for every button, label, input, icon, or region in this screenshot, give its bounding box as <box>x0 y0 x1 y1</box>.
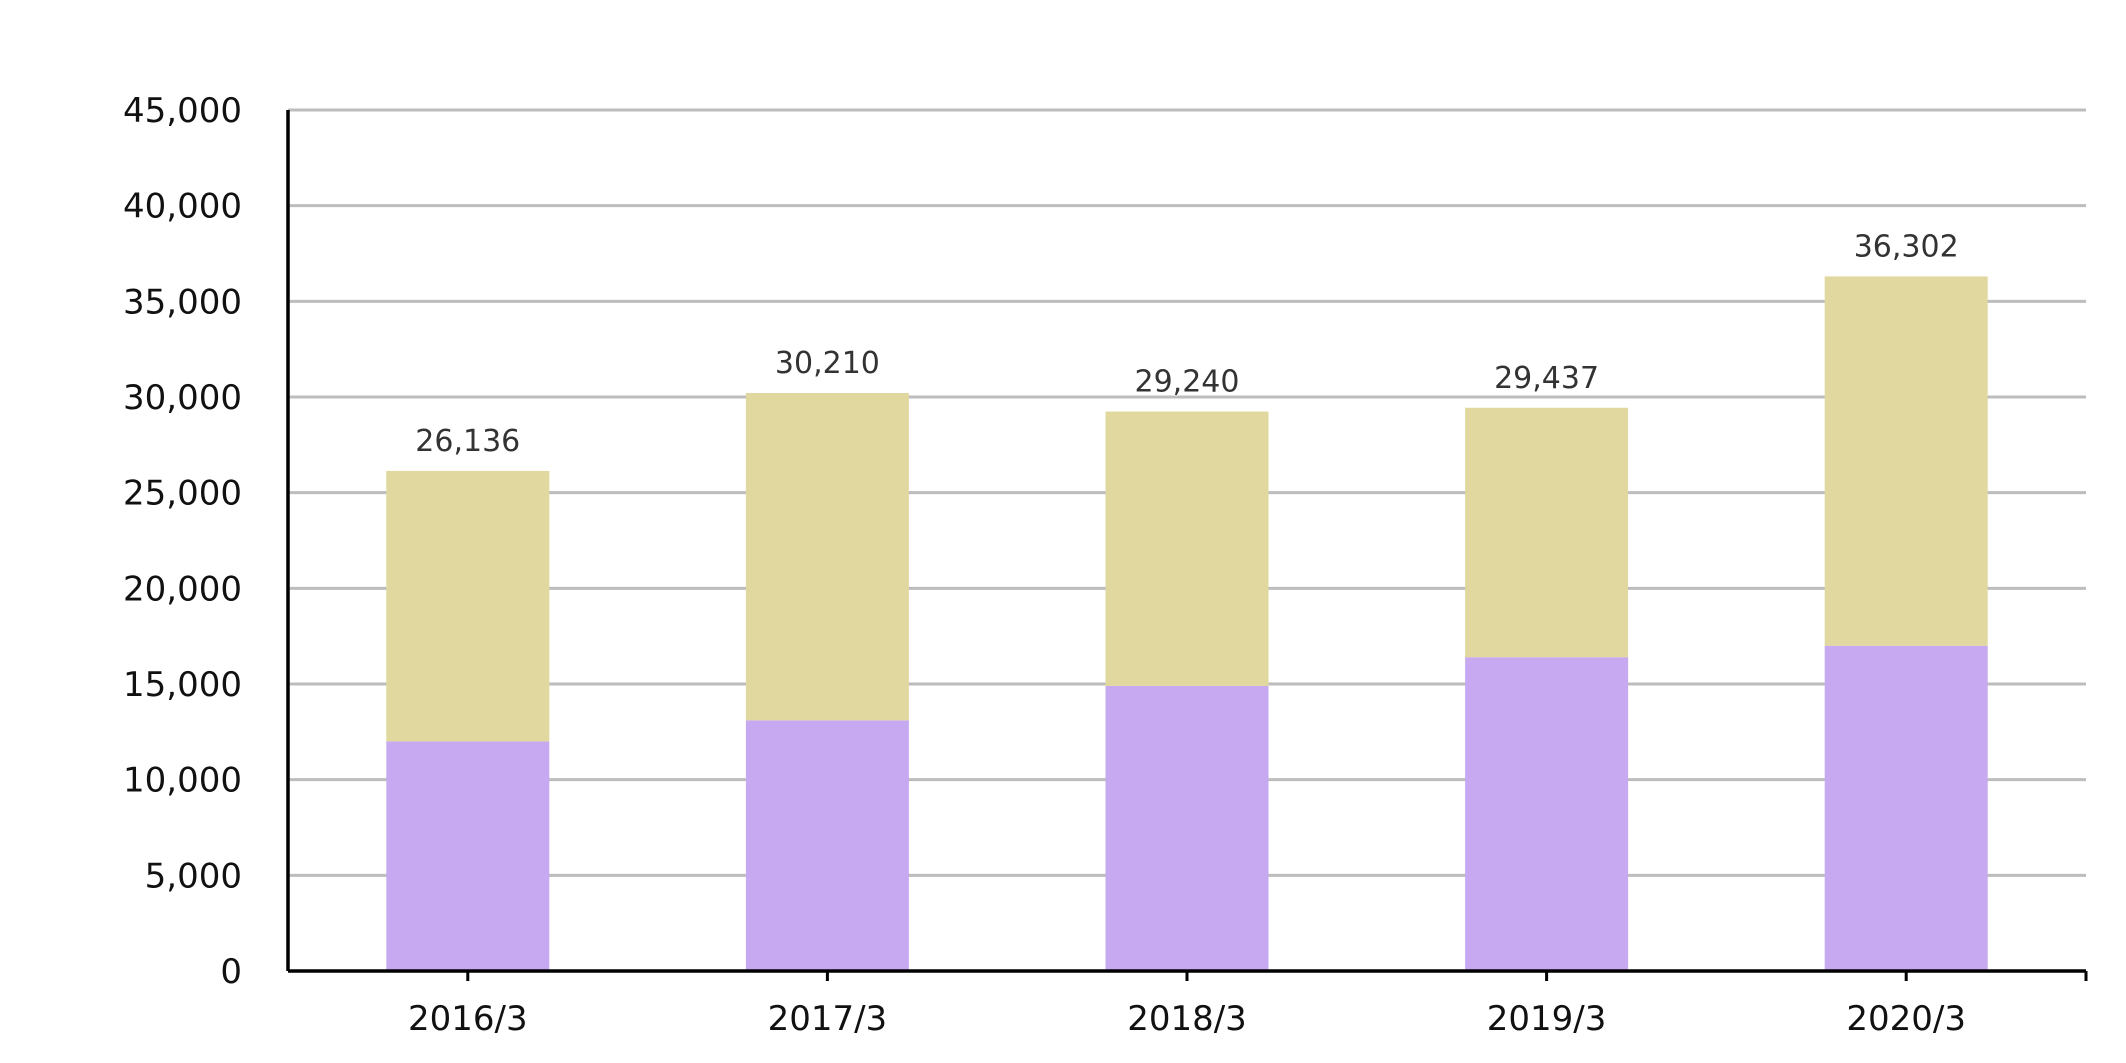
bar-total-label: 29,437 <box>1494 361 1599 396</box>
y-tick-label: 5,000 <box>145 856 242 896</box>
x-tick-label: 2017/3 <box>768 999 888 1039</box>
x-tick-label: 2016/3 <box>408 999 528 1039</box>
y-tick-label: 30,000 <box>123 378 242 418</box>
y-tick-label: 45,000 <box>123 91 242 131</box>
bar-segment-lower <box>1824 645 1988 971</box>
x-tick-label: 2020/3 <box>1846 999 1966 1039</box>
y-tick-label: 15,000 <box>123 665 242 705</box>
bar-total-label: 36,302 <box>1854 229 1959 264</box>
y-tick-label: 40,000 <box>123 187 242 227</box>
y-tick-label: 10,000 <box>123 761 242 801</box>
bar-segment-lower <box>1105 685 1269 971</box>
x-axis-tick-labels: 2016/3 2017/3 2018/3 2019/3 2020/3 <box>408 999 1966 1039</box>
y-tick-label: 35,000 <box>123 282 242 322</box>
bar-segment-upper <box>1824 276 1988 646</box>
bar-total-label: 26,136 <box>415 424 520 459</box>
y-tick-label: 0 <box>220 952 242 992</box>
bar-segment-upper <box>1105 411 1269 686</box>
axes <box>286 110 2088 981</box>
bar-segment-upper <box>745 392 909 721</box>
bar-segment-upper <box>386 470 550 742</box>
bar-total-label: 30,210 <box>775 346 880 381</box>
bar-segment-lower <box>745 720 909 971</box>
bar-stacks <box>386 276 1988 971</box>
y-axis-tick-labels: 0 5,000 10,000 15,000 20,000 25,000 30,000 35,0… <box>123 91 242 992</box>
bar-segment-upper <box>1465 407 1629 658</box>
x-tick-label: 2018/3 <box>1127 999 1247 1039</box>
total-labels: 26,136 30,210 29,240 29,437 36,302 <box>415 229 1958 459</box>
y-tick-label: 20,000 <box>123 569 242 609</box>
bar-segment-lower <box>386 741 550 971</box>
bar-total-label: 29,240 <box>1135 365 1240 400</box>
x-tick-label: 2019/3 <box>1487 999 1607 1039</box>
bar-segment-lower <box>1465 657 1629 971</box>
y-tick-label: 25,000 <box>123 474 242 514</box>
